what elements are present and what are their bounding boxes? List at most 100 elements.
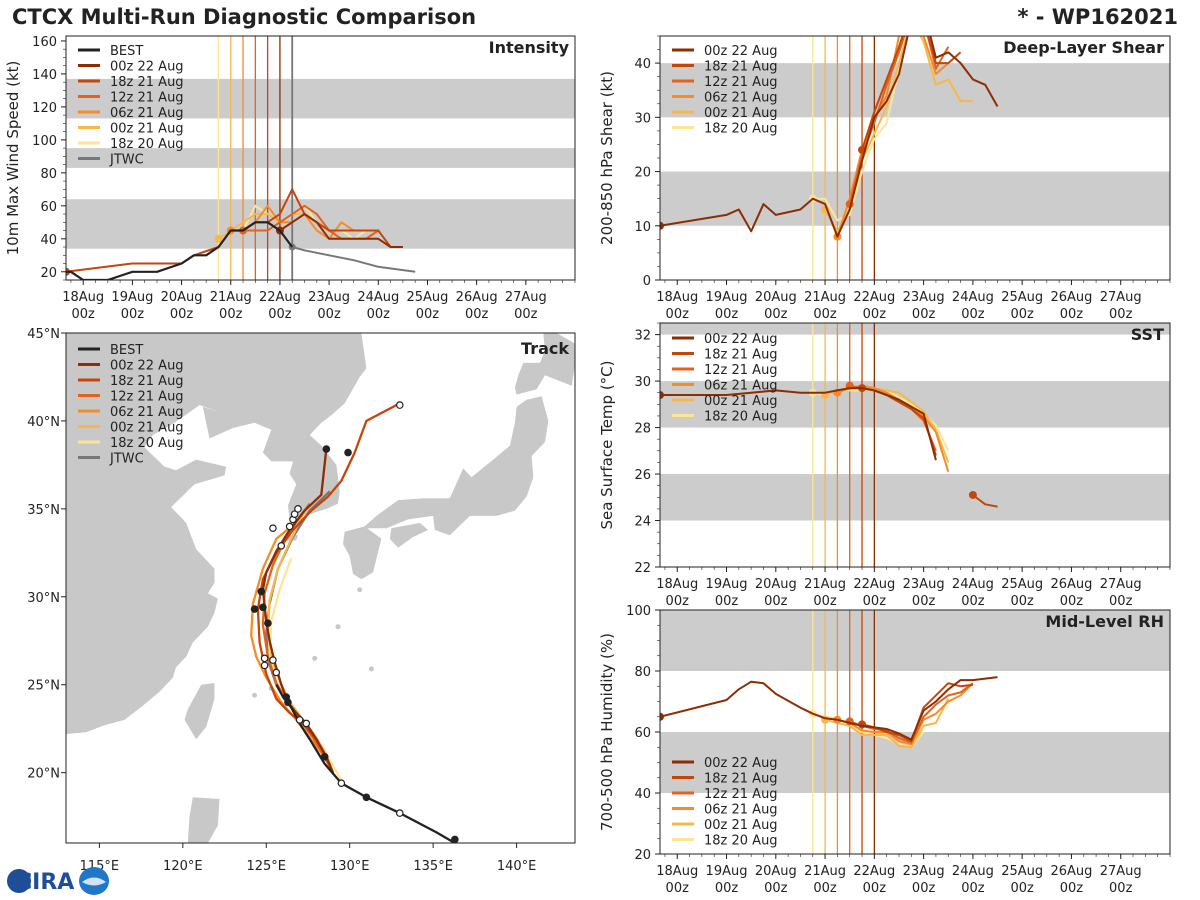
land-asia: [66, 333, 367, 734]
x-tick-label-hour: 00z: [764, 307, 788, 322]
panel-title: Mid-Level RH: [1045, 612, 1164, 631]
series-line-18z-21-aug: [861, 36, 962, 151]
legend-label: 06z 21 Aug: [704, 91, 778, 106]
small-island: [368, 666, 374, 672]
y-tick-label: 140: [32, 68, 57, 83]
plot-area: [66, 36, 575, 280]
x-tick-label-hour: 00z: [666, 881, 690, 896]
plot-area: [660, 323, 1170, 567]
y-axis-label: 700-500 hPa Humidity (%): [598, 633, 616, 831]
x-tick-label-day: 23Aug: [308, 290, 350, 305]
cira-logo: CIRA: [6, 866, 110, 900]
logo-globe-icon: [7, 869, 31, 893]
x-tick-label-day: 18Aug: [656, 864, 698, 879]
track-point-open: [260, 661, 269, 670]
x-tick-label-day: 24Aug: [952, 577, 994, 592]
series-line-00z-22-aug: [660, 387, 937, 461]
x-tick-label-day: 24Aug: [357, 290, 399, 305]
series-start-point: [214, 234, 223, 243]
x-tick-label-hour: 00z: [121, 307, 145, 322]
x-tick-label-hour: 00z: [416, 307, 440, 322]
panel-title: Track: [521, 339, 569, 358]
x-tick-label-hour: 00z: [666, 307, 690, 322]
x-tick-label-hour: 00z: [367, 307, 391, 322]
panel-shear: 0 10 20 30 40 18Aug 00z 19Aug 00z 20Aug 00z 21Aug 00…: [598, 35, 1171, 322]
legend-label: 00z 22 Aug: [704, 332, 778, 347]
x-tick-label-day: 26Aug: [456, 290, 498, 305]
y-tick-label: 40: [634, 57, 651, 72]
legend-label: 00z 22 Aug: [110, 359, 184, 374]
y-tick-label: 20: [634, 166, 651, 181]
x-tick-label-day: 22Aug: [853, 864, 895, 879]
track-point-open: [295, 716, 304, 724]
x-tick-label-day: 26Aug: [1050, 864, 1092, 879]
x-tick-label-hour: 00z: [813, 307, 837, 322]
x-tick-label-day: 25Aug: [1001, 577, 1043, 592]
legend-label: 18z 20 Aug: [704, 410, 778, 425]
legend-label: 00z 22 Aug: [704, 44, 778, 59]
legend-label: 12z 21 Aug: [704, 787, 778, 802]
x-tick-label-hour: 00z: [1109, 594, 1133, 609]
plot-frame: [659, 322, 1171, 568]
y-tick-label: 80: [634, 665, 651, 680]
small-island: [312, 655, 318, 661]
track-point-open: [260, 654, 269, 663]
x-tick-label-day: 27Aug: [1100, 577, 1142, 592]
x-tick-label-day: 23Aug: [903, 864, 945, 879]
land-luzon: [187, 797, 220, 843]
x-tick-label-hour: 00z: [764, 881, 788, 896]
x-tick-label-hour: 00z: [1109, 881, 1133, 896]
y-tick-label: 30: [634, 375, 651, 390]
track-point-open: [272, 668, 281, 677]
x-tick-label-day: 23Aug: [903, 577, 945, 592]
series-start-point: [660, 712, 664, 721]
track-point-filled: [362, 793, 371, 802]
x-tick-label-hour: 00z: [1109, 307, 1133, 322]
x-tick-label-hour: 00z: [863, 881, 887, 896]
panel-title: Intensity: [489, 38, 570, 57]
legend-label: 06z 21 Aug: [110, 106, 184, 121]
shade-band-1: [66, 148, 575, 168]
lat-tick-label: 40°N: [27, 415, 60, 430]
land-honshu: [364, 396, 549, 536]
x-tick-label-day: 21Aug: [804, 864, 846, 879]
y-tick-label: 10: [634, 220, 651, 235]
cira-logo-graphic: CIRA: [7, 867, 109, 895]
x-tick-label-hour: 00z: [465, 307, 489, 322]
x-tick-label-hour: 00z: [863, 307, 887, 322]
series-line-18z-21-aug: [972, 494, 998, 508]
legend-label: 00z 22 Aug: [110, 60, 184, 75]
y-tick-label: 28: [634, 422, 651, 437]
x-tick-label-day: 22Aug: [853, 577, 895, 592]
x-tick-label-hour: 00z: [961, 594, 985, 609]
map-frame: [65, 332, 576, 844]
x-tick-label-day: 23Aug: [903, 290, 945, 305]
legend-label: BEST: [110, 44, 143, 59]
y-tick-label: 0: [643, 274, 651, 289]
lon-tick-label: 140°E: [497, 859, 537, 874]
lat-tick-label: 25°N: [27, 679, 60, 694]
shade-band-2: [660, 323, 1170, 335]
x-tick-label-day: 21Aug: [210, 290, 252, 305]
legend-label: 06z 21 Aug: [704, 803, 778, 818]
legend-label: 06z 21 Aug: [704, 379, 778, 394]
storm-id: * - WP162021: [1017, 5, 1178, 29]
y-axis-label: Sea Surface Temp (°C): [598, 360, 616, 529]
x-tick-label-day: 19Aug: [111, 290, 153, 305]
shade-band-1: [660, 610, 1170, 671]
x-tick-label-hour: 00z: [1010, 594, 1034, 609]
land-hokkaido: [514, 333, 575, 395]
series-line-00z-21-aug: [824, 698, 950, 749]
y-axis-label: 10m Max Wind Speed (kt): [4, 61, 22, 256]
plot-area: [660, 36, 1170, 280]
x-tick-label-hour: 00z: [268, 307, 292, 322]
plot-frame: [65, 35, 576, 281]
x-tick-label-day: 22Aug: [853, 290, 895, 305]
track-point-filled: [282, 693, 291, 701]
lon-tick-label: 125°E: [246, 859, 286, 874]
y-tick-label: 80: [40, 167, 57, 182]
lat-tick-label: 35°N: [27, 503, 60, 518]
